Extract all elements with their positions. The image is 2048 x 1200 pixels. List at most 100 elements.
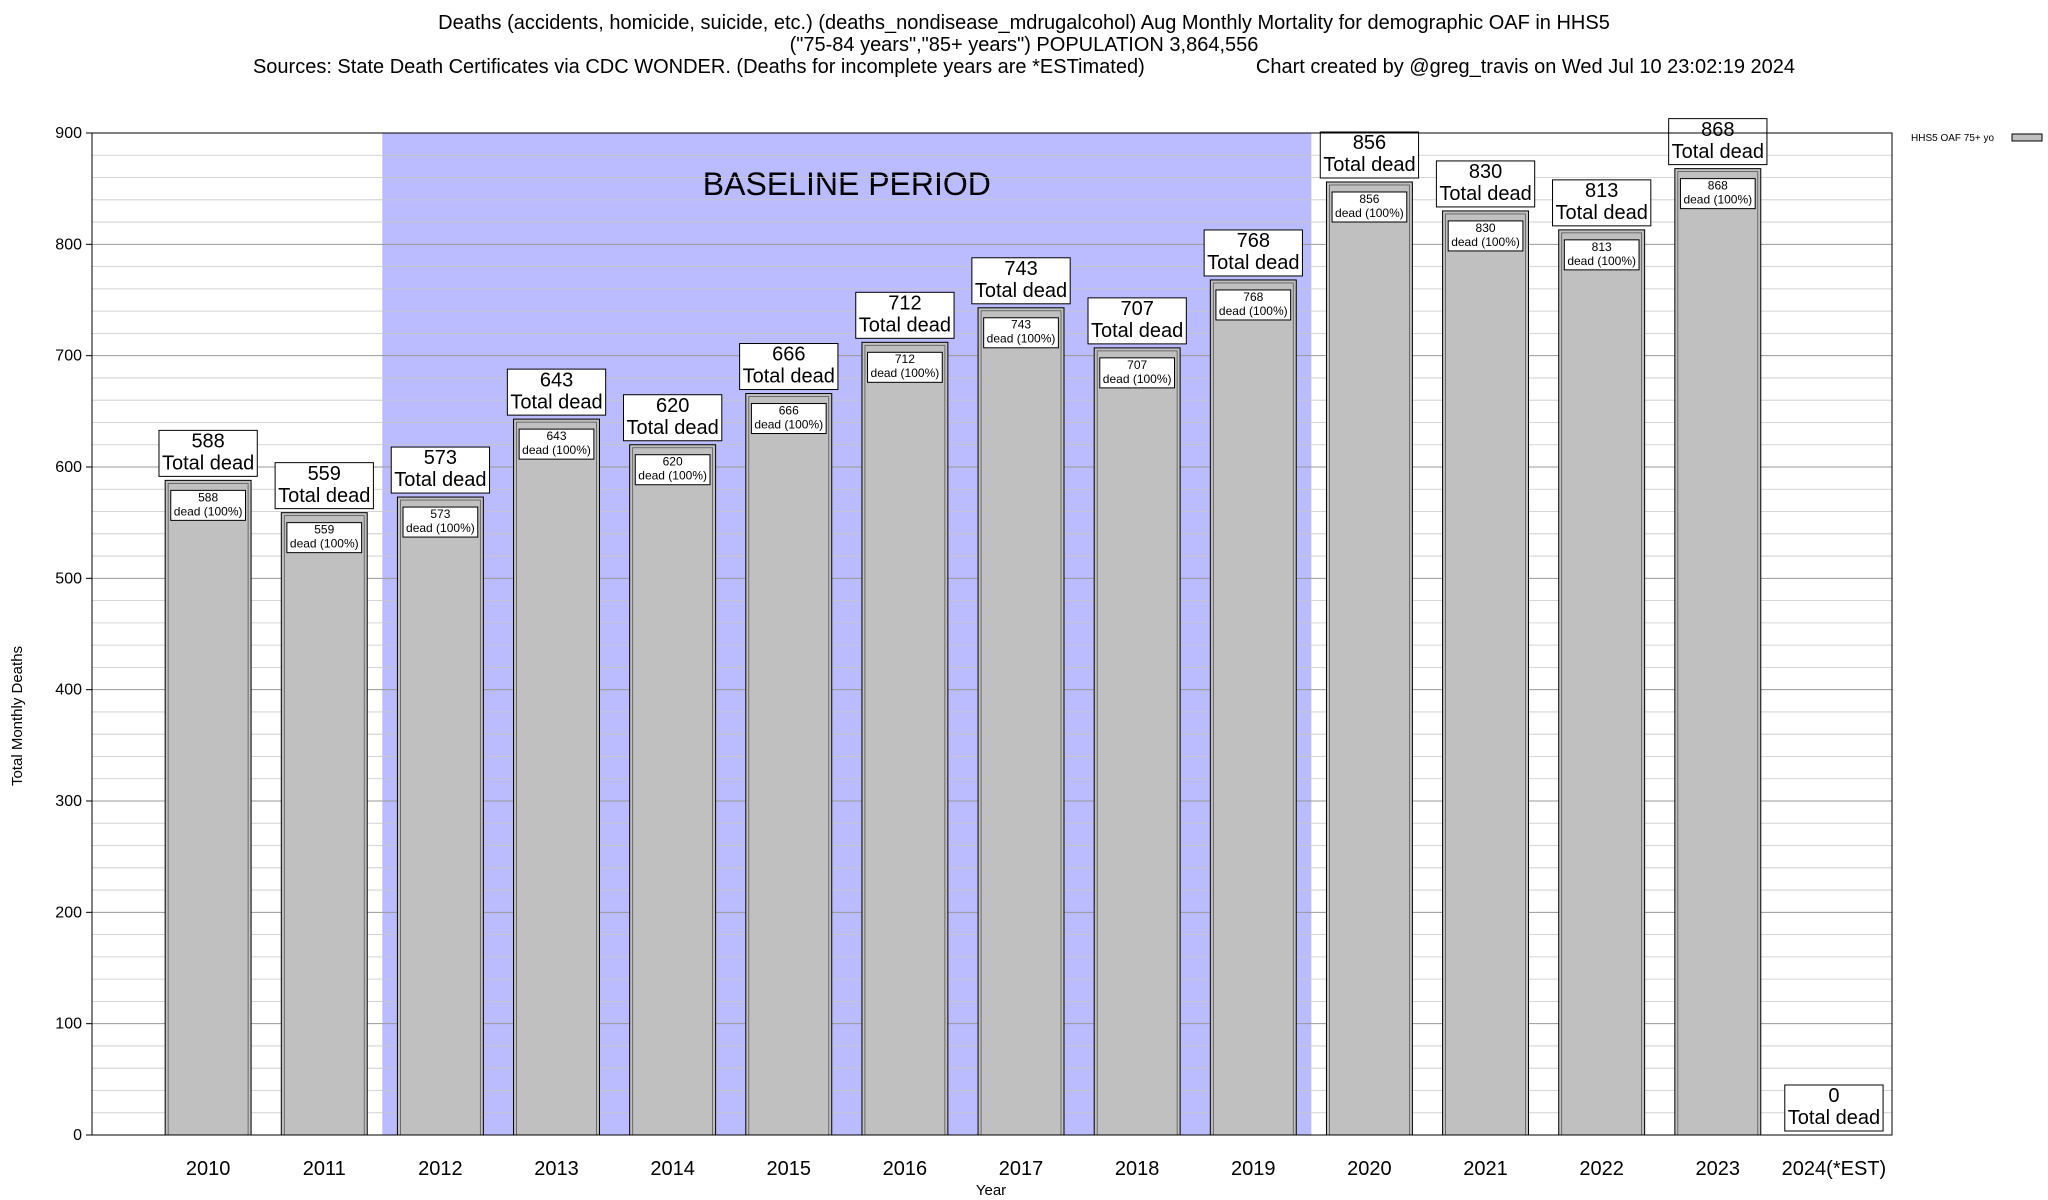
- total-dead-label-2024(*EST)-line: 0: [1828, 1085, 1839, 1107]
- total-dead-label-2020-box: [1319, 131, 1420, 179]
- inner-dead-label-2023-line: 868: [1708, 179, 1728, 193]
- legend: HHS5 OAF 75+ yo: [1911, 133, 2043, 144]
- x-tick-label: 2021: [1463, 1158, 1508, 1180]
- total-dead-label-2017-box: [971, 257, 1071, 305]
- chart-title: Deaths (accidents, homicide, suicide, et…: [438, 12, 1610, 34]
- chart-subtitle: ("75-84 years","85+ years") POPULATION 3…: [789, 34, 1259, 56]
- inner-dead-label-2021-box: [1447, 220, 1524, 252]
- inner-dead-label-2014-box: [634, 454, 711, 486]
- inner-dead-label-2013-box: [518, 428, 595, 460]
- total-dead-label-2010-box: [158, 429, 258, 477]
- inner-dead-label-2015-line: 666: [779, 403, 799, 417]
- chart-credit: Chart created by @greg_travis on Wed Jul…: [1255, 56, 1796, 78]
- inner-dead-label-2023-box: [1679, 178, 1756, 210]
- inner-dead-label-2019-box: [1215, 289, 1292, 321]
- total-dead-label-2013-box: [506, 368, 607, 416]
- total-dead-label-2020-line: 856: [1353, 132, 1386, 154]
- bar-2020: [1325, 181, 1413, 1136]
- y-tick-label: 900: [55, 125, 82, 142]
- inner-dead-label-2021-line: dead (100%): [1451, 235, 1520, 249]
- y-tick-label: 500: [55, 570, 82, 587]
- total-dead-label-2019-line: 768: [1237, 230, 1270, 252]
- total-dead-label-2016-box: [855, 291, 955, 339]
- y-tick-label: 300: [55, 793, 82, 810]
- inner-dead-label-2013-line: dead (100%): [522, 443, 591, 457]
- total-dead-label-2011-box: [274, 462, 374, 510]
- inner-dead-label-2016-box: [867, 351, 943, 383]
- total-dead-label-2014-line: 620: [656, 395, 689, 417]
- inner-dead-label-2017-box: [983, 317, 1059, 349]
- y-tick-label: 700: [55, 348, 82, 365]
- x-tick-label: 2015: [767, 1158, 812, 1180]
- total-dead-label-2012-line: 573: [424, 447, 457, 469]
- bar-2016: [861, 341, 949, 1136]
- total-dead-label-2018-box: [1087, 297, 1187, 345]
- x-tick-label: 2020: [1347, 1158, 1392, 1180]
- bar-2022: [1558, 229, 1646, 1136]
- total-dead-label-2018-line: 707: [1120, 298, 1153, 320]
- bar-2017: [977, 307, 1065, 1136]
- legend-label: HHS5 OAF 75+ yo: [1911, 133, 1995, 144]
- total-dead-label-2018-line: Total dead: [1091, 320, 1183, 342]
- chart-sources-line: Sources: State Death Certificates via CD…: [0, 56, 2048, 78]
- inner-dead-label-2013-line: 643: [547, 429, 567, 443]
- bar-2023: [1674, 168, 1762, 1136]
- y-tick-label: 100: [55, 1016, 82, 1033]
- total-dead-label-2016-line: Total dead: [859, 314, 951, 336]
- bar-2014: [629, 444, 717, 1136]
- total-dead-label-2020-line: Total dead: [1323, 154, 1415, 176]
- inner-dead-label-2022-box: [1563, 239, 1640, 271]
- total-dead-label-2022-box: [1552, 179, 1652, 227]
- bar-2010: [164, 479, 252, 1136]
- total-dead-label-2017-line: Total dead: [975, 280, 1067, 302]
- legend-swatch: [2011, 133, 2043, 142]
- total-dead-label-2015-line: Total dead: [743, 366, 835, 388]
- total-dead-label-2021-line: Total dead: [1439, 183, 1531, 205]
- total-dead-label-2021-line: 830: [1469, 161, 1502, 183]
- inner-dead-label-2014-line: 620: [663, 455, 683, 469]
- inner-dead-label-2012-box: [402, 506, 479, 538]
- bar-2013: [513, 418, 600, 1136]
- inner-dead-label-2020-line: dead (100%): [1335, 206, 1404, 220]
- total-dead-label-2015-line: 666: [772, 344, 805, 366]
- total-dead-label-2012-box: [390, 446, 491, 494]
- total-dead-label-2011-line: 559: [308, 463, 341, 485]
- total-dead-label-2021-box: [1435, 160, 1536, 208]
- total-dead-label-2010-line: Total dead: [162, 453, 254, 475]
- x-tick-label: 2024(*EST): [1782, 1158, 1887, 1180]
- inner-dead-label-2017-line: 743: [1011, 318, 1031, 332]
- y-tick-label: 200: [55, 904, 82, 921]
- inner-dead-label-2012-line: 573: [430, 507, 450, 521]
- inner-dead-label-2010-box: [170, 489, 246, 521]
- x-tick-label: 2012: [418, 1158, 463, 1180]
- total-dead-label-2013-line: 643: [540, 369, 573, 391]
- inner-dead-label-2023-line: dead (100%): [1683, 193, 1752, 207]
- total-dead-label-2010-line: 588: [191, 431, 224, 453]
- x-axis-label: Year: [976, 1182, 1006, 1199]
- total-dead-label-2017-line: 743: [1004, 258, 1037, 280]
- total-dead-label-2011-line: Total dead: [278, 485, 370, 507]
- total-dead-label-2023-box: [1668, 118, 1768, 166]
- total-dead-label-2015-box: [739, 343, 839, 391]
- x-tick-label: 2022: [1579, 1158, 1624, 1180]
